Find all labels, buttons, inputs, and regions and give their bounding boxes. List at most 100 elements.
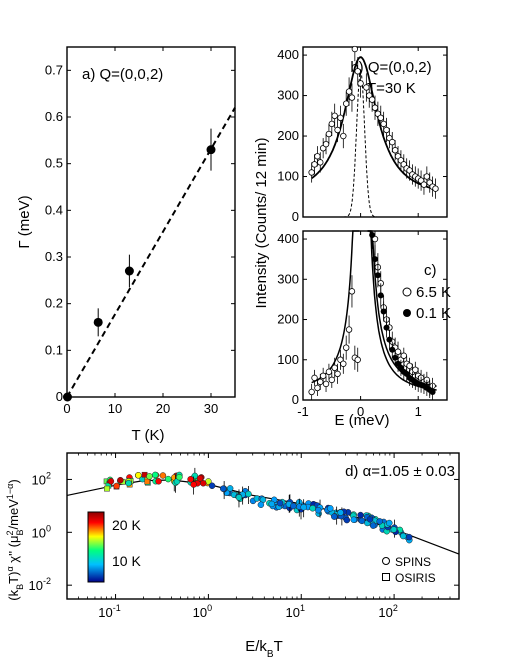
y-tick-label: 0 <box>292 209 299 224</box>
data-point-6-5k <box>319 372 327 380</box>
data-point-spins <box>315 506 322 514</box>
panel-d-ylabel: (kBT)α χ'' (μ2B/meV1−α) <box>5 479 25 600</box>
data-point-spins <box>400 532 407 540</box>
data-point <box>331 112 338 120</box>
data-point <box>380 120 387 128</box>
data-point-6-5k <box>325 368 333 376</box>
data-point-0-1k <box>389 346 396 353</box>
data-point-spins <box>268 500 276 508</box>
legend-label-6-5k: 6.5 K <box>416 284 451 301</box>
data-point-6-5k <box>308 388 315 396</box>
panel-d-xlabel: E/kBT <box>245 638 283 660</box>
x-tick-label: 10 <box>108 401 122 416</box>
data-point-6-5k <box>394 348 402 355</box>
y-tick-label: 400 <box>277 47 299 62</box>
data-point-0-1k <box>429 388 436 395</box>
data-point-6-5k <box>328 376 335 384</box>
data-point <box>314 153 321 160</box>
legend-label-osiris: OSIRIS <box>395 571 436 585</box>
panel-a-annotation: a) Q=(0,0,2) <box>82 66 163 83</box>
data-point-spins <box>208 482 216 490</box>
data-point <box>322 140 330 148</box>
legend-marker-0-1k <box>403 309 411 317</box>
data-point-spins <box>390 526 398 533</box>
data-point-6-5k <box>311 374 318 382</box>
data-point <box>325 130 333 138</box>
data-point <box>124 266 134 276</box>
panel-b-annotation-temperature: T=30 K <box>367 80 416 97</box>
data-point-0-1k <box>383 324 390 331</box>
x-tick-label: 10-1 <box>98 603 120 620</box>
y-tick-label: 100 <box>277 169 299 184</box>
data-point <box>62 392 72 402</box>
data-point <box>328 120 335 128</box>
x-tick-label: 30 <box>204 401 218 416</box>
data-point-0-1k <box>374 272 381 279</box>
data-point <box>337 114 344 122</box>
data-point-spins <box>164 475 172 483</box>
data-point <box>345 88 353 95</box>
x-tick-label: 1 <box>415 404 422 419</box>
y-tick-label: 0 <box>292 392 299 407</box>
data-point-spins <box>343 516 351 524</box>
colorbar-label-20k: 20 K <box>112 517 141 533</box>
x-tick-label: -1 <box>297 404 309 419</box>
y-tick-label: 0.1 <box>45 342 63 357</box>
legend-marker-osiris <box>382 573 390 581</box>
data-point-spins <box>331 513 338 520</box>
panel-d-frame <box>66 452 460 600</box>
data-point <box>383 126 390 134</box>
panel-b-frame <box>302 46 448 218</box>
data-point-spins <box>159 472 167 479</box>
data-point <box>371 104 379 111</box>
data-point-spins <box>146 473 153 480</box>
data-point <box>308 169 315 176</box>
data-point-6-5k <box>317 378 324 386</box>
data-point-spins <box>309 505 316 512</box>
data-point-spins <box>290 502 297 510</box>
data-point-spins <box>376 518 383 525</box>
data-point-6-5k <box>345 326 353 333</box>
data-point-spins <box>155 478 162 485</box>
panel-b: b) Q=(0,0,2) T=30 K 0 100 200 300 400 <box>277 45 448 224</box>
data-point-spins <box>350 516 358 523</box>
y-tick-label: 100 <box>277 352 299 367</box>
x-tick-label: 100 <box>193 603 212 620</box>
panel-a-ylabel: Γ (meV) <box>16 195 33 248</box>
data-point-spins <box>235 494 243 501</box>
data-point <box>389 138 396 146</box>
legend-label-spins: SPINS <box>395 555 431 569</box>
data-point <box>432 185 439 192</box>
y-tick-label: 0.2 <box>45 296 63 311</box>
y-tick-label: 0.5 <box>45 156 63 171</box>
data-point-6-5k <box>331 364 338 372</box>
data-point <box>343 100 350 107</box>
x-tick-label: 101 <box>286 603 305 620</box>
data-point <box>206 145 216 155</box>
data-point-spins <box>327 505 334 512</box>
data-point-spins <box>176 473 183 481</box>
y-tick-label: 0.7 <box>45 62 63 77</box>
y-tick-label: 300 <box>277 88 299 103</box>
data-point-0-1k <box>377 292 384 299</box>
data-point-6-5k <box>334 370 341 378</box>
y-tick-label: 100 <box>32 523 51 540</box>
data-point-spins <box>405 533 413 541</box>
x-tick-label: 20 <box>156 401 170 416</box>
panel-c-ylabel: Intensity (Counts/ 12 min) <box>253 138 270 309</box>
data-point <box>311 161 318 168</box>
data-point-spins <box>125 479 132 487</box>
panel-b-annotation: b) Q=(0,0,2) <box>350 59 431 76</box>
panel-a-frame <box>66 46 236 398</box>
data-point-spins <box>257 501 265 509</box>
data-point-spins <box>135 472 142 479</box>
data-point-spins <box>219 485 227 492</box>
data-point-6-5k <box>354 356 361 363</box>
legend-label-0-1k: 0.1 K <box>416 305 451 322</box>
data-point-spins <box>117 476 124 484</box>
data-point <box>363 84 370 91</box>
data-point-spins <box>190 481 197 488</box>
y-tick-label: 200 <box>277 128 299 143</box>
data-point-6-5k <box>340 360 347 367</box>
data-point-osiris <box>144 478 151 485</box>
